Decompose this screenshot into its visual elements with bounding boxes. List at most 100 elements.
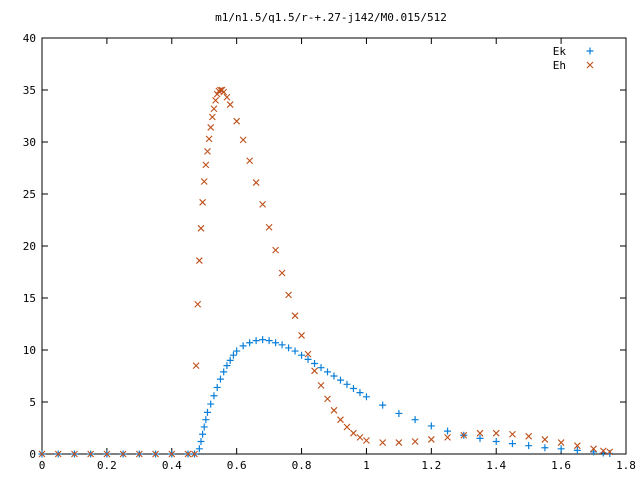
x-tick-label: 1.6 [551,459,571,472]
series-ek [38,336,614,458]
point-eh [246,157,254,165]
point-eh [291,312,299,320]
point-eh [272,246,279,254]
legend-marker-eh [586,61,594,69]
point-eh [54,450,62,458]
point-ek [349,384,357,392]
point-eh [492,429,500,437]
point-ek [557,445,565,453]
y-tick-label: 0 [29,448,36,461]
point-ek [278,341,286,349]
point-eh [590,445,597,453]
point-eh [210,105,218,113]
point-ek [203,408,211,416]
point-ek [259,336,267,344]
point-eh [541,436,549,443]
point-ek [291,347,299,355]
legend-marker-ek [586,47,594,55]
y-tick-label: 25 [23,188,36,201]
x-tick-label: 0.2 [97,459,117,472]
point-eh [606,448,614,456]
point-eh [152,450,159,458]
legend-label-eh: Eh [553,59,566,72]
point-eh [557,439,565,446]
point-ek [606,449,614,457]
point-eh [197,224,205,232]
point-eh [395,439,403,446]
plot-frame [41,37,627,455]
point-ek [525,442,533,450]
point-eh [343,423,351,431]
point-eh [194,300,202,308]
point-ek [229,351,237,359]
point-ek [272,339,280,347]
point-ek [246,339,254,347]
point-ek [195,445,203,453]
point-ek [379,401,387,409]
point-eh [239,136,247,144]
y-tick-label: 30 [23,136,36,149]
x-tick-label: 0 [39,459,46,472]
point-eh [233,117,241,125]
point-eh [330,406,338,414]
point-ek [330,372,338,380]
point-eh [103,450,111,458]
point-eh [135,450,143,458]
point-ek [427,422,435,430]
legend-label-ek: Ek [553,45,567,58]
x-tick-label: 0.8 [292,459,312,472]
point-eh [205,135,213,143]
point-ek [395,409,403,417]
point-ek [590,448,598,456]
point-ek [202,416,210,424]
point-ek [444,427,452,435]
point-eh [363,437,370,444]
series-eh [38,86,614,458]
chart-title: m1/n1.5/q1.5/r-+.27-j142/M0.015/512 [215,11,447,24]
x-tick-label: 0.4 [162,459,182,472]
point-ek [362,393,370,401]
point-ek [200,423,208,431]
point-eh [304,350,312,358]
point-eh [192,362,200,369]
point-eh [324,395,331,403]
point-eh [476,429,484,437]
point-eh [207,124,215,131]
point-eh [199,198,206,206]
point-ek [213,383,221,391]
point-ek [492,438,500,446]
point-ek [210,392,218,400]
point-ek [343,380,351,388]
point-ek [508,440,516,448]
point-eh [195,257,203,264]
point-ek [356,389,364,397]
point-ek [541,444,549,452]
point-eh [87,450,95,458]
point-ek [298,351,306,359]
point-ek [233,347,241,355]
x-tick-label: 1.4 [486,459,506,472]
point-ek [336,376,344,384]
y-tick-label: 40 [23,32,36,45]
data-marks [38,86,614,458]
point-eh [573,442,581,450]
point-ek [311,360,319,368]
point-eh [460,431,468,439]
point-eh [202,161,210,169]
point-eh [350,429,357,437]
point-eh [525,432,533,440]
point-eh [444,433,451,441]
point-eh [311,367,318,375]
point-eh [356,433,364,441]
point-eh [168,450,176,458]
point-eh [317,381,325,389]
point-eh [509,430,516,438]
point-ek [216,375,224,383]
point-eh [427,436,435,443]
y-tick-label: 15 [23,292,36,305]
x-tick-label: 1 [363,459,370,472]
y-tick-label: 20 [23,240,36,253]
point-eh [223,93,231,101]
point-eh [200,178,208,185]
